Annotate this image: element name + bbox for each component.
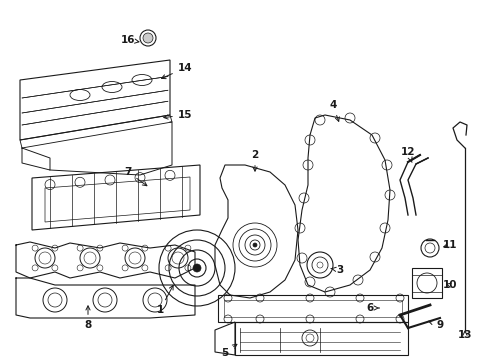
Text: 5: 5 — [221, 344, 236, 358]
Text: 10: 10 — [442, 280, 456, 290]
Circle shape — [142, 33, 153, 43]
Text: 7: 7 — [124, 167, 146, 186]
Text: 12: 12 — [400, 147, 414, 162]
Text: 11: 11 — [442, 240, 456, 250]
Text: 16: 16 — [121, 35, 139, 45]
Circle shape — [252, 243, 257, 247]
Text: 15: 15 — [163, 110, 192, 120]
Text: 9: 9 — [428, 320, 443, 330]
Text: 14: 14 — [161, 63, 192, 78]
Text: 2: 2 — [251, 150, 258, 171]
Text: 13: 13 — [457, 330, 471, 340]
Text: 6: 6 — [366, 303, 378, 313]
Text: 8: 8 — [84, 306, 91, 330]
Circle shape — [140, 30, 156, 46]
Text: 3: 3 — [330, 265, 343, 275]
Text: 4: 4 — [328, 100, 339, 121]
Circle shape — [193, 264, 201, 272]
Text: 1: 1 — [156, 285, 173, 315]
